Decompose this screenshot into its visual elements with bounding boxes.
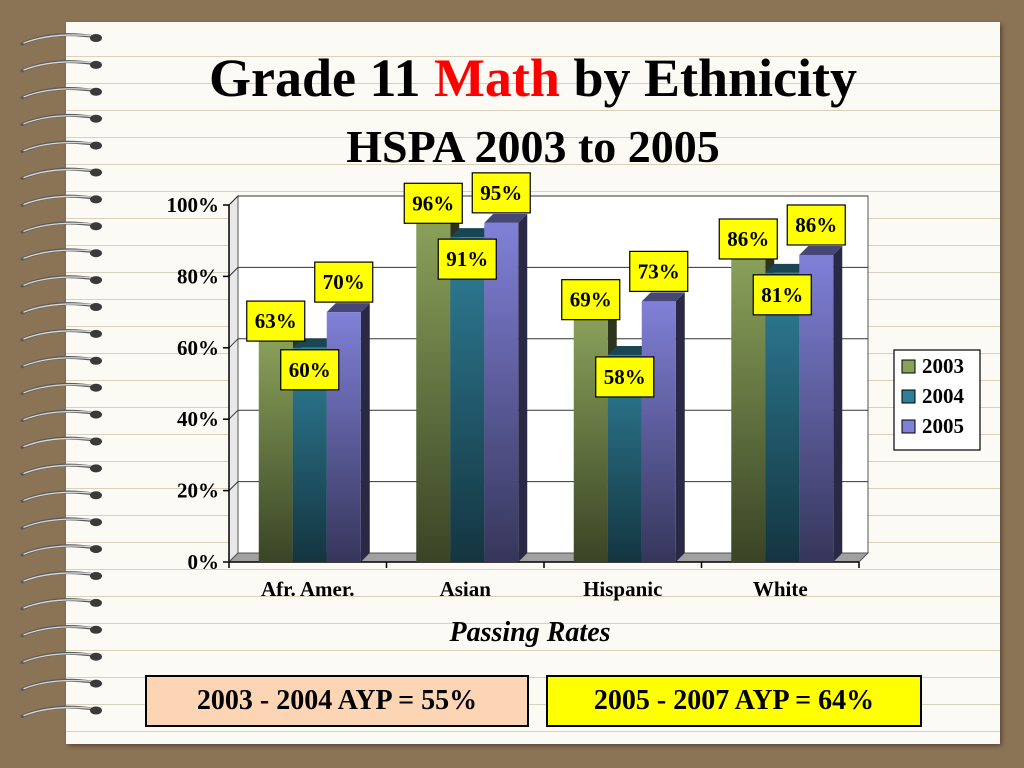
legend-item: 2005 bbox=[901, 414, 964, 438]
svg-text:91%: 91% bbox=[446, 247, 488, 271]
x-tick-label: Asian bbox=[440, 577, 492, 601]
svg-text:73%: 73% bbox=[638, 259, 680, 283]
binding-ring bbox=[20, 517, 102, 530]
binding-ring bbox=[20, 544, 102, 557]
gridline-side bbox=[228, 338, 239, 349]
bar bbox=[484, 213, 528, 562]
y-tick-label: 0% bbox=[188, 550, 220, 574]
binding-ring bbox=[20, 60, 102, 73]
binding-ring bbox=[20, 167, 102, 180]
y-tick-label: 40% bbox=[177, 407, 219, 431]
binding-ring bbox=[20, 409, 102, 423]
binding-ring bbox=[20, 248, 102, 261]
data-label: 60% bbox=[280, 349, 340, 391]
legend-item: 2004 bbox=[901, 384, 965, 408]
binding-ring bbox=[20, 624, 102, 638]
chart-caption: Passing Rates bbox=[449, 617, 611, 648]
data-label: 73% bbox=[629, 250, 689, 292]
data-label: 58% bbox=[595, 356, 655, 398]
svg-text:63%: 63% bbox=[255, 309, 297, 333]
x-tick-label: Hispanic bbox=[583, 577, 662, 601]
gridline-side bbox=[228, 195, 239, 206]
binding-ring bbox=[20, 598, 102, 611]
binding-ring bbox=[20, 329, 102, 342]
data-label: 95% bbox=[471, 172, 531, 214]
gridline-side bbox=[228, 267, 239, 277]
bar bbox=[326, 303, 370, 562]
page-title: Grade 11 Math by Ethnicity bbox=[66, 50, 1000, 106]
ayp-box-2005-2007: 2005 - 2007 AYP = 64% bbox=[546, 675, 922, 727]
data-label: 86% bbox=[786, 204, 846, 246]
svg-text:70%: 70% bbox=[323, 270, 365, 294]
legend-item: 2003 bbox=[901, 354, 964, 378]
binding-ring bbox=[20, 302, 102, 315]
bar bbox=[765, 263, 809, 562]
data-label: 63% bbox=[246, 300, 306, 342]
binding-ring bbox=[20, 355, 102, 369]
svg-text:60%: 60% bbox=[289, 358, 331, 382]
ayp-box-2003-2004: 2003 - 2004 AYP = 55% bbox=[145, 675, 529, 727]
binding-ring bbox=[20, 571, 102, 584]
svg-text:81%: 81% bbox=[761, 283, 803, 307]
binding-ring bbox=[20, 651, 102, 665]
binding-ring bbox=[20, 490, 102, 503]
data-label: 86% bbox=[718, 218, 778, 260]
binding-ring bbox=[20, 275, 102, 288]
binding-ring bbox=[20, 86, 102, 100]
binding-ring bbox=[20, 33, 102, 46]
y-tick-label: 100% bbox=[167, 193, 220, 217]
data-label: 70% bbox=[314, 261, 374, 303]
binding-ring bbox=[20, 463, 102, 476]
svg-text:58%: 58% bbox=[604, 365, 646, 389]
spiral-binding-icon bbox=[20, 33, 102, 718]
legend-label: 2003 bbox=[922, 354, 964, 378]
svg-text:95%: 95% bbox=[480, 181, 522, 205]
svg-text:86%: 86% bbox=[727, 227, 769, 251]
binding-ring bbox=[20, 382, 102, 396]
binding-ring bbox=[20, 113, 102, 127]
data-label: 96% bbox=[403, 182, 463, 224]
binding-ring bbox=[20, 705, 102, 718]
title-suffix: by Ethnicity bbox=[573, 48, 858, 108]
legend-label: 2004 bbox=[922, 384, 965, 408]
x-tick-label: Afr. Amer. bbox=[261, 577, 355, 601]
binding-ring bbox=[20, 678, 102, 692]
page-subtitle: HSPA 2003 to 2005 bbox=[346, 121, 720, 172]
title-accent: Math bbox=[433, 48, 560, 108]
data-label: 91% bbox=[437, 238, 497, 280]
plot-side-wall bbox=[228, 194, 239, 564]
legend-label: 2005 bbox=[922, 414, 964, 438]
y-tick-label: 60% bbox=[177, 336, 219, 360]
y-tick-label: 20% bbox=[177, 479, 219, 503]
binding-ring bbox=[20, 194, 102, 207]
svg-text:69%: 69% bbox=[570, 288, 612, 312]
y-tick-label: 80% bbox=[177, 264, 219, 288]
binding-ring bbox=[20, 140, 102, 154]
binding-ring bbox=[20, 221, 102, 234]
data-label: 81% bbox=[752, 274, 812, 316]
data-label: 69% bbox=[561, 279, 621, 321]
x-tick-label: White bbox=[753, 577, 808, 601]
gridline-side bbox=[228, 409, 239, 420]
bar bbox=[641, 292, 685, 562]
svg-text:86%: 86% bbox=[795, 213, 837, 237]
svg-text:96%: 96% bbox=[412, 191, 454, 215]
gridline-side bbox=[228, 481, 239, 491]
legend: 2003 2004 2005 bbox=[893, 349, 981, 451]
title-prefix: Grade 11 bbox=[208, 48, 421, 108]
binding-ring bbox=[20, 436, 102, 449]
